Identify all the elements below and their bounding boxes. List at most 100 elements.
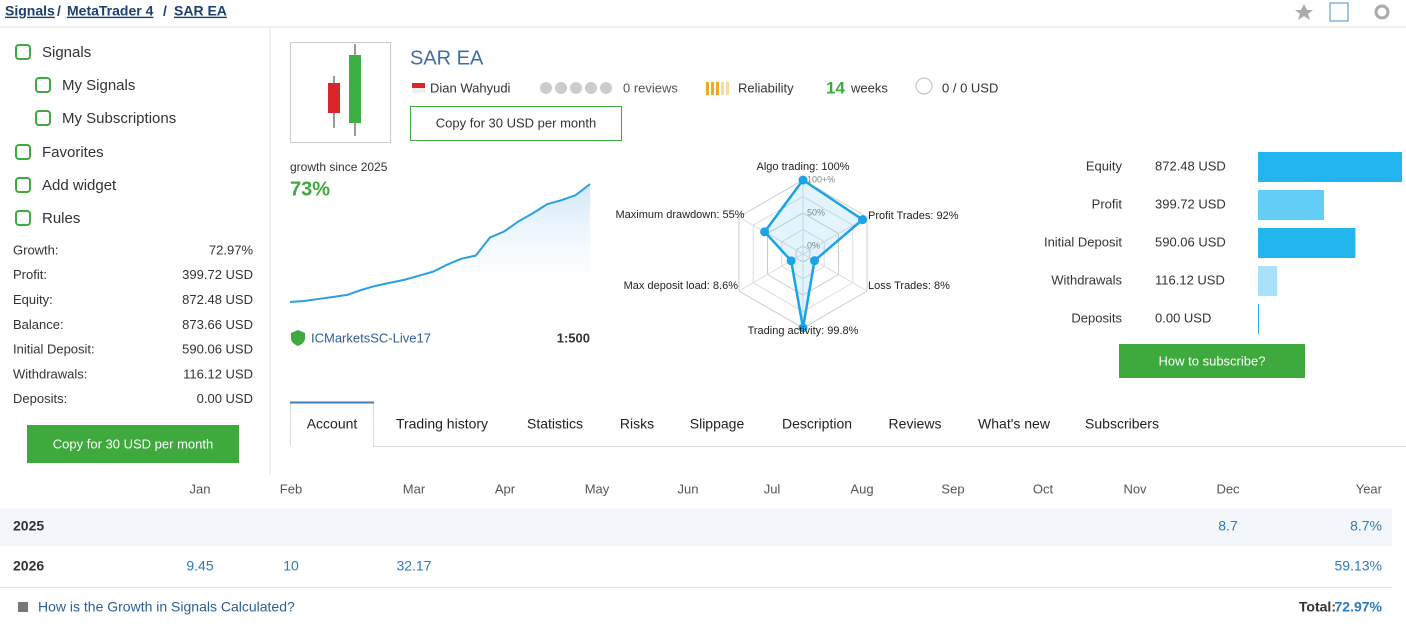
author[interactable]: Dian Wahyudi	[430, 80, 511, 95]
radar-label: Max deposit load: 8.6%	[624, 280, 739, 292]
radar-label: Trading activity: 99.8%	[748, 325, 859, 337]
tab[interactable]: Reviews	[889, 416, 942, 432]
bar	[1258, 190, 1324, 220]
tab[interactable]: Subscribers	[1085, 416, 1159, 432]
stat-label: Deposits:	[13, 391, 67, 406]
bar-category: Initial Deposit	[1044, 234, 1122, 249]
sidebar-button-label[interactable]: Copy for 30 USD per month	[53, 436, 213, 451]
stat-value: 72.97%	[209, 242, 254, 257]
bar	[1258, 152, 1402, 182]
tab[interactable]: Trading history	[396, 416, 488, 432]
nav-item[interactable]: Favorites	[42, 144, 104, 161]
table-header: Apr	[495, 481, 516, 496]
nav-item[interactable]: Add widget	[42, 177, 117, 194]
tab[interactable]: Statistics	[527, 416, 583, 432]
radar-point	[798, 323, 808, 333]
total-label: Total:	[1299, 599, 1336, 615]
row-label: 2026	[13, 558, 44, 574]
breadcrumb-separator: /	[163, 3, 167, 19]
radar-point	[810, 256, 820, 266]
nav-item[interactable]: My Subscriptions	[62, 110, 176, 127]
sidebar-copy-button[interactable]	[27, 425, 239, 463]
bar-value-label: 590.06 USD	[1155, 234, 1226, 249]
growth-label: growth since 2025	[290, 160, 388, 174]
radar-label: Maximum drawdown: 55%	[615, 209, 745, 221]
stat-value: 590.06 USD	[182, 342, 253, 357]
nav-icon	[35, 110, 51, 126]
bar	[1258, 228, 1356, 258]
weeks-label: weeks	[850, 80, 888, 95]
bar-value-label: 116.12 USD	[1155, 272, 1225, 287]
tab[interactable]: What's new	[978, 416, 1051, 432]
breadcrumb[interactable]: Signals	[5, 3, 55, 19]
nav-icon	[15, 177, 31, 193]
breadcrumb[interactable]: SAR EA	[174, 3, 227, 19]
table-cell: 10	[283, 558, 299, 574]
subscribe-button[interactable]	[1119, 344, 1305, 378]
table-header: Mar	[403, 481, 426, 496]
radar-tick-label: 0%	[807, 240, 820, 250]
table-header: Nov	[1123, 481, 1147, 496]
reviews[interactable]: 0 reviews	[623, 80, 678, 95]
help-link[interactable]: How is the Growth in Signals Calculated?	[38, 599, 295, 615]
table-header: Jan	[190, 481, 211, 496]
reliability: Reliability	[738, 80, 794, 95]
reliability-icon	[706, 82, 729, 95]
total-value: 72.97%	[1335, 599, 1383, 615]
signal-title: SAR EA	[410, 47, 484, 69]
row-label: 2025	[13, 518, 44, 534]
radar-point	[786, 256, 796, 266]
table-header: Sep	[941, 481, 964, 496]
radar-tick-label: 100+%	[807, 174, 835, 184]
subscribers: 0 / 0 USD	[942, 80, 998, 95]
growth-value: 73%	[290, 178, 330, 200]
weeks: 14	[826, 78, 845, 97]
settings-icon[interactable]	[1374, 4, 1390, 20]
stat-value: 0.00 USD	[197, 391, 253, 406]
tab[interactable]: Risks	[620, 416, 654, 432]
tab[interactable]: Account	[307, 416, 358, 432]
bar-value-label: 399.72 USD	[1155, 196, 1226, 211]
table-header: Jun	[678, 481, 699, 496]
nav-icon	[15, 144, 31, 160]
stat-label: Withdrawals:	[13, 366, 87, 381]
bar-value-label: 0.00 USD	[1155, 310, 1211, 325]
subscribe-button-label[interactable]: How to subscribe?	[1159, 353, 1266, 368]
stat-label: Balance:	[13, 317, 64, 332]
bar-category: Deposits	[1071, 310, 1122, 325]
bar	[1258, 304, 1259, 334]
copy-button[interactable]	[410, 106, 622, 141]
verified-icon	[291, 330, 305, 346]
stat-label: Growth:	[13, 242, 59, 257]
candle	[349, 55, 361, 123]
nav-item[interactable]: My Signals	[62, 77, 135, 94]
copy-button-label[interactable]: Copy for 30 USD per month	[436, 115, 596, 130]
radar-point	[798, 175, 808, 185]
app-icon[interactable]	[1329, 2, 1349, 22]
tab[interactable]: Slippage	[690, 416, 745, 432]
table-header: Dec	[1216, 481, 1240, 496]
table-cell: 59.13%	[1335, 558, 1382, 574]
bar-value-label: 872.48 USD	[1155, 158, 1226, 173]
bar-category: Equity	[1086, 158, 1123, 173]
leverage: 1:500	[557, 330, 590, 345]
broker[interactable]: ICMarketsSC-Live17	[311, 330, 431, 345]
bar-category: Withdrawals	[1051, 272, 1122, 287]
star-icon[interactable]	[1295, 4, 1313, 20]
candle	[328, 83, 340, 113]
radar-spoke	[802, 216, 868, 255]
rating-stars	[540, 82, 612, 94]
tab[interactable]: Description	[782, 416, 852, 432]
flag	[412, 83, 425, 88]
bar-category: Profit	[1092, 196, 1123, 211]
radar-label: Profit Trades: 92%	[868, 210, 959, 222]
nav-item[interactable]: Signals	[42, 44, 91, 61]
table-header: Jul	[764, 481, 781, 496]
nav-item[interactable]: Rules	[42, 210, 80, 227]
stat-label: Equity:	[13, 292, 53, 307]
subscribers-icon	[915, 77, 933, 95]
stat-label: Profit:	[13, 267, 47, 282]
breadcrumb-separator: /	[57, 3, 61, 19]
breadcrumb[interactable]: MetaTrader 4	[67, 3, 154, 19]
